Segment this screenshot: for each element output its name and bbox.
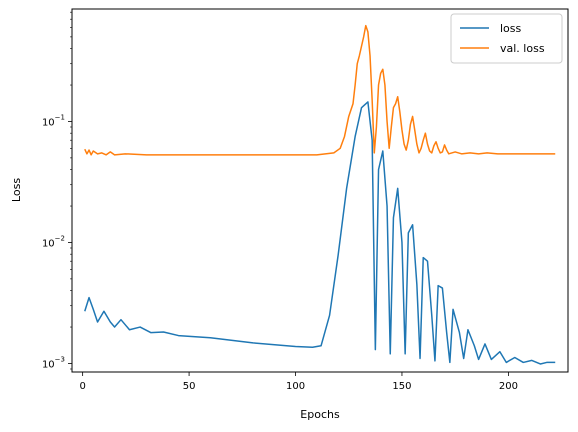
x-tick-label-100: 100 bbox=[286, 381, 305, 392]
legend: loss val. loss bbox=[450, 13, 563, 64]
y-tick-label-0.01: 10−2 bbox=[42, 234, 65, 249]
x-tick-label-150: 150 bbox=[392, 381, 411, 392]
y-axis: 10−3 10−2 10−1 bbox=[42, 11, 72, 370]
x-tick-label-0: 0 bbox=[79, 381, 85, 392]
y-axis-label: Loss bbox=[10, 178, 23, 202]
series-line-val-loss bbox=[84, 24, 556, 156]
x-tick-label-200: 200 bbox=[499, 381, 518, 392]
plot-frame bbox=[71, 8, 569, 373]
legend-label-val-loss: val. loss bbox=[500, 42, 545, 55]
legend-label-loss: loss bbox=[500, 22, 522, 35]
x-axis: 0 50 100 150 200 bbox=[79, 372, 518, 392]
series-line-loss bbox=[84, 101, 556, 365]
y-tick-label-0.1: 10−1 bbox=[42, 113, 65, 128]
y-tick-label-0.001: 10−3 bbox=[42, 355, 65, 370]
legend-box bbox=[450, 13, 563, 64]
series-layer bbox=[84, 24, 556, 365]
x-tick-label-50: 50 bbox=[183, 381, 196, 392]
x-axis-label: Epochs bbox=[300, 408, 340, 421]
